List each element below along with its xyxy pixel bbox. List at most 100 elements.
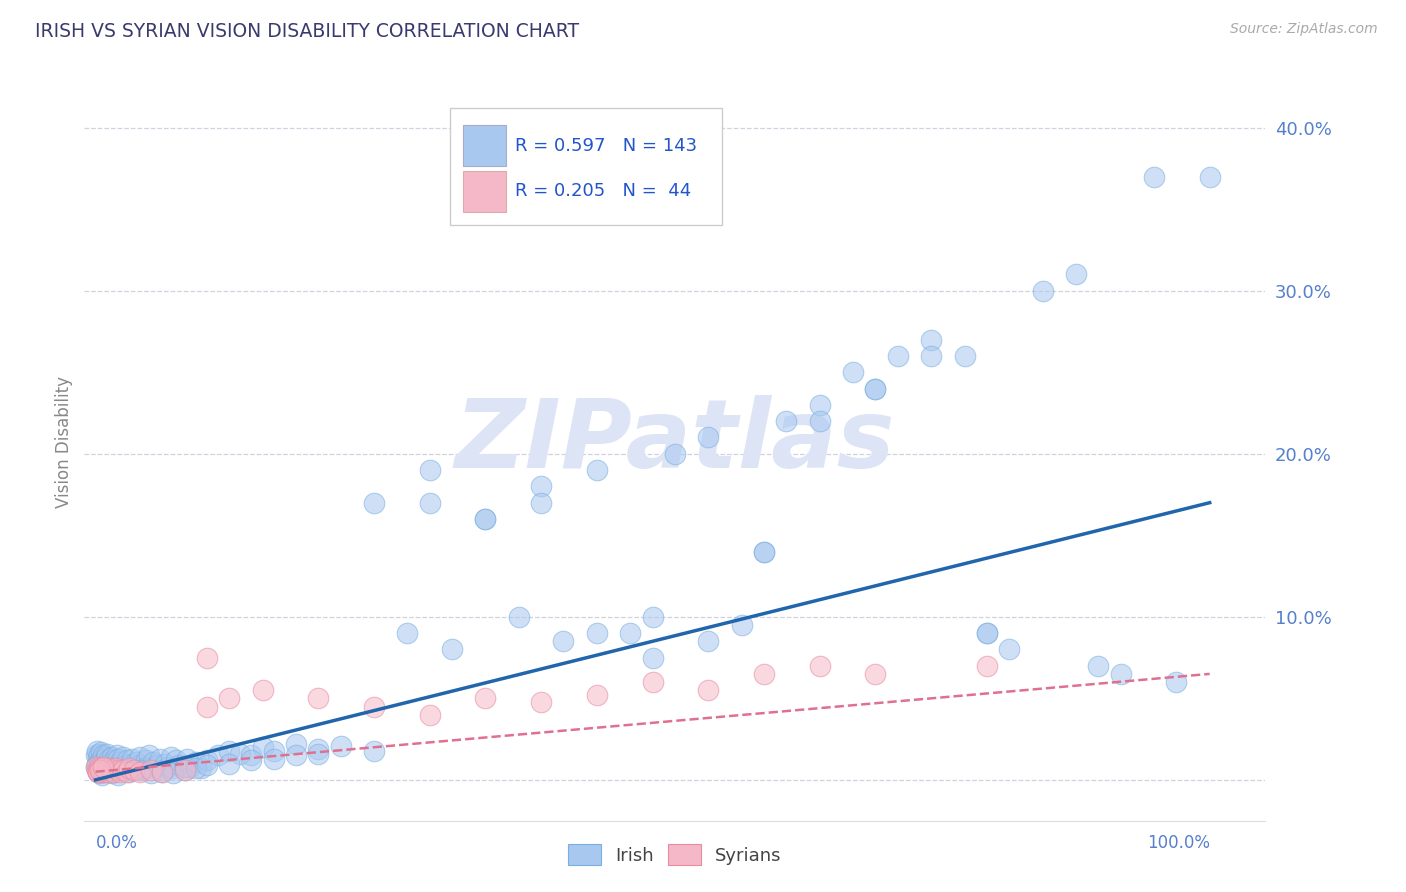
Point (104, 762, 127, 776)
Point (195, 758, 218, 772)
Point (89, 763, 111, 777)
Point (474, 512, 496, 526)
Point (141, 763, 163, 777)
Point (91, 748, 114, 763)
Point (1198, 169, 1220, 184)
Point (98, 758, 121, 772)
Point (179, 760, 201, 774)
Point (87, 758, 110, 772)
Point (96, 756, 118, 771)
Point (90, 755, 112, 769)
Point (218, 756, 240, 771)
Point (752, 544, 775, 558)
Point (107, 768, 129, 782)
Point (87, 750, 110, 764)
Point (90, 745, 112, 759)
Point (105, 748, 128, 763)
Point (131, 763, 153, 777)
Point (1064, 268, 1087, 282)
Point (998, 642, 1021, 657)
Point (108, 764, 131, 779)
Point (129, 750, 152, 764)
Point (87, 764, 110, 779)
Point (752, 666, 775, 681)
Point (307, 691, 329, 706)
Y-axis label: Vision Disability: Vision Disability (55, 376, 73, 508)
Point (91, 760, 114, 774)
Point (419, 496, 441, 510)
Point (775, 414, 797, 428)
Point (124, 763, 146, 777)
Point (91, 752, 114, 766)
Point (91, 762, 114, 776)
Point (363, 496, 385, 510)
Point (263, 743, 285, 757)
FancyBboxPatch shape (464, 126, 506, 166)
Point (101, 750, 124, 764)
Point (586, 688, 609, 702)
Point (91, 768, 114, 782)
Point (118, 762, 141, 776)
Text: R = 0.597   N = 143: R = 0.597 N = 143 (516, 136, 697, 155)
Point (96, 764, 118, 779)
Point (108, 763, 131, 777)
Point (84, 748, 107, 763)
Point (865, 666, 887, 681)
Point (842, 365, 865, 379)
Point (173, 763, 195, 777)
Point (329, 739, 352, 753)
Point (142, 755, 165, 769)
Point (195, 650, 218, 665)
Point (530, 479, 553, 493)
Text: 0.0%: 0.0% (96, 834, 138, 852)
Point (697, 430, 720, 444)
Point (103, 753, 125, 767)
Point (697, 634, 720, 648)
Point (240, 748, 263, 763)
Point (107, 752, 129, 766)
Point (86, 756, 108, 771)
Point (114, 758, 136, 772)
Point (976, 626, 998, 640)
Point (976, 658, 998, 673)
Point (207, 748, 229, 763)
Point (97, 762, 120, 776)
Point (135, 760, 157, 774)
Point (96, 747, 118, 761)
Point (115, 764, 138, 779)
Point (103, 760, 125, 774)
Point (96, 764, 118, 779)
Point (149, 752, 172, 766)
Point (121, 752, 143, 766)
Point (89, 753, 111, 767)
Point (87, 764, 110, 779)
Point (141, 762, 163, 776)
Point (118, 763, 141, 777)
Point (920, 333, 942, 347)
Point (86, 763, 108, 777)
Point (162, 766, 184, 780)
Point (176, 752, 198, 766)
Point (263, 752, 285, 766)
Point (141, 766, 163, 780)
Point (184, 762, 207, 776)
Point (150, 764, 173, 779)
Point (173, 763, 195, 777)
Point (124, 760, 146, 774)
Point (641, 675, 664, 690)
Point (508, 610, 530, 624)
Point (160, 750, 183, 764)
Point (129, 758, 152, 772)
Point (474, 512, 496, 526)
Point (86, 743, 108, 757)
Point (808, 414, 831, 428)
Point (553, 634, 575, 648)
Point (156, 760, 179, 774)
Point (619, 626, 641, 640)
Point (586, 626, 609, 640)
Point (195, 699, 218, 714)
Point (153, 756, 176, 771)
Point (104, 762, 127, 776)
Text: Source: ZipAtlas.com: Source: ZipAtlas.com (1230, 22, 1378, 37)
Point (87, 762, 110, 776)
